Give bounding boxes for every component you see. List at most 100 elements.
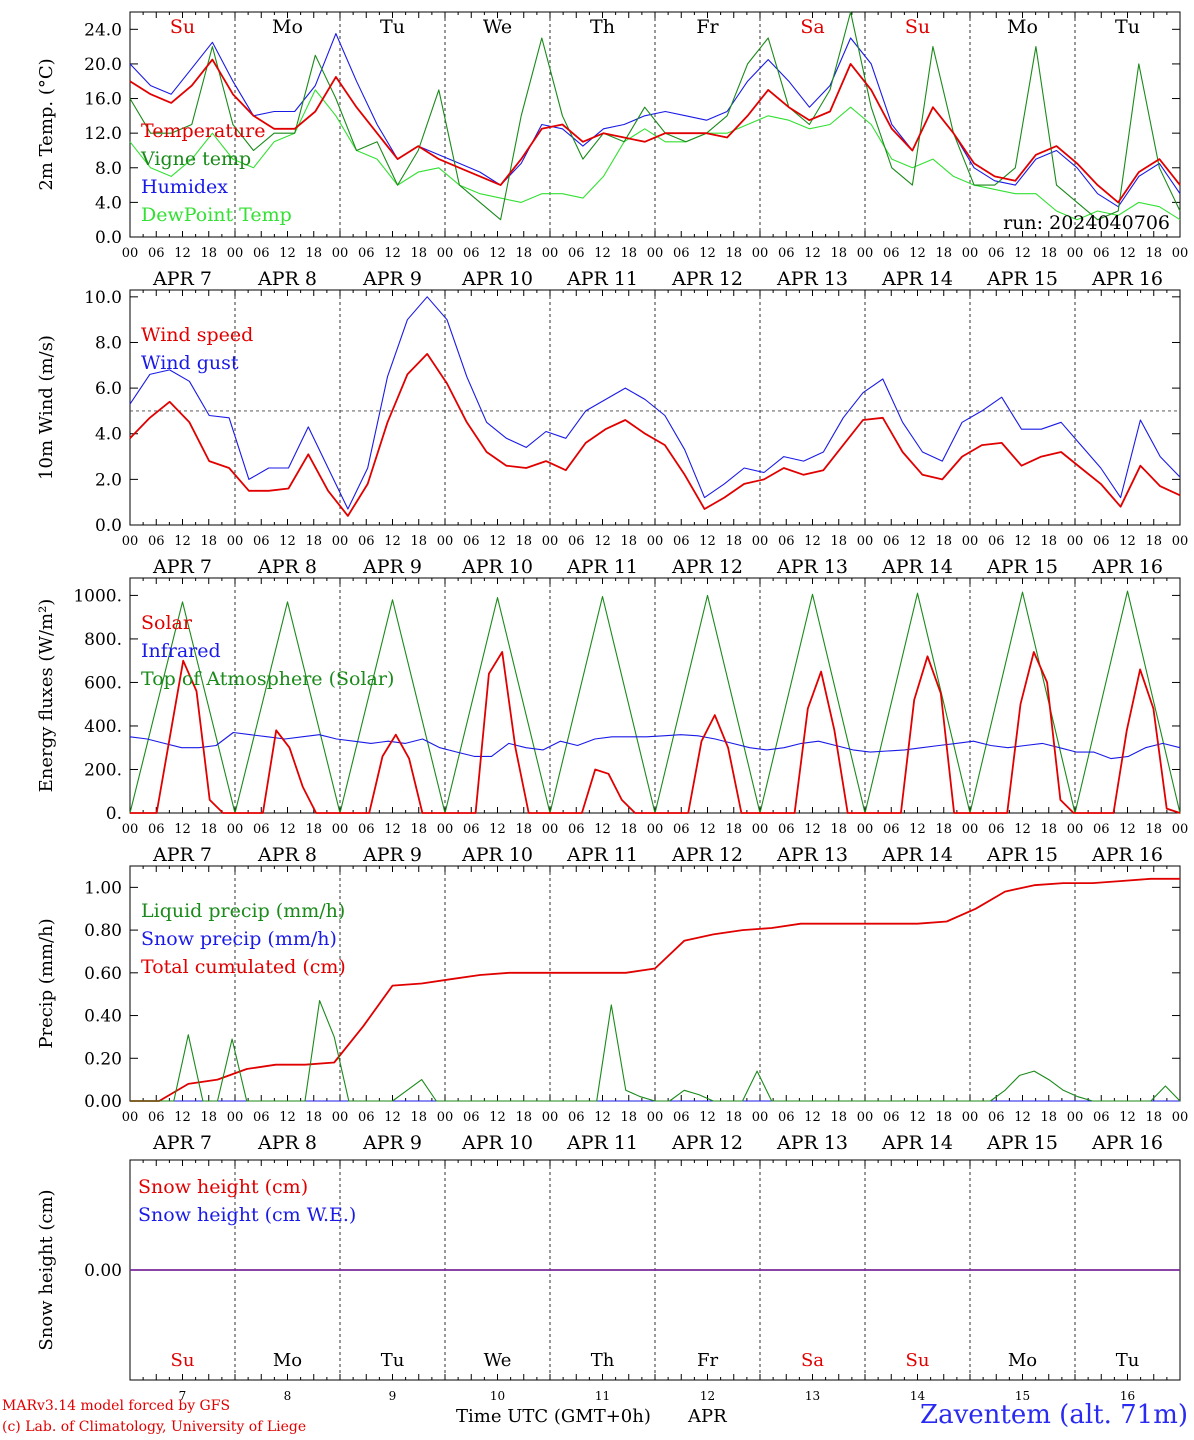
credit-line-1: MARv3.14 model forced by GFS (2, 1398, 231, 1414)
date-number: 9 (389, 1389, 397, 1403)
hour-label: 12 (1014, 534, 1031, 549)
hour-label: 00 (1067, 822, 1084, 837)
hour-label: 06 (148, 1110, 165, 1125)
hour-label: 18 (620, 246, 637, 261)
hour-label: 12 (909, 246, 926, 261)
hour-label: 00 (122, 822, 139, 837)
x-axis-month: APR (688, 1406, 727, 1427)
legend-entry: Infrared (141, 640, 221, 662)
hour-label: 00 (857, 1110, 874, 1125)
series-line-dewpoint-temp (129, 89, 1181, 221)
hour-label: 18 (725, 1110, 742, 1125)
hour-label: 12 (489, 246, 506, 261)
hour-label: 00 (962, 246, 979, 261)
legend-entry: Total cumulated (cm) (141, 956, 346, 978)
hour-label: 18 (620, 822, 637, 837)
hour-label: 12 (1014, 822, 1031, 837)
panel-3: 0. 200. 400. 600. 800. 1000. Energy fluxes (W/… (36, 577, 1189, 866)
y-tick-label: 0.80 (84, 921, 122, 941)
hour-label: 06 (358, 1110, 375, 1125)
hour-label: 06 (253, 534, 270, 549)
date-number: 8 (284, 1389, 292, 1403)
hour-label: 18 (305, 246, 322, 261)
hour-label: 00 (437, 246, 454, 261)
y-tick-label: 4.0 (95, 425, 122, 445)
weekday-label: Mo (273, 1350, 302, 1371)
date-label: APR 16 (1091, 268, 1163, 290)
series-line-solar (130, 651, 1181, 814)
hour-label: 00 (752, 534, 769, 549)
hour-label: 00 (542, 534, 559, 549)
date-label: APR 9 (362, 556, 422, 578)
weekday-label: Sa (801, 1350, 824, 1371)
hour-label: 12 (1119, 1110, 1136, 1125)
y-axis-title: 2m Temp. (°C) (36, 58, 57, 190)
legend-entry: Snow height (cm W.E.) (138, 1204, 356, 1226)
date-label: APR 8 (257, 268, 317, 290)
hour-label: 06 (988, 822, 1005, 837)
hour-label: 18 (1040, 534, 1057, 549)
hour-label: 12 (384, 246, 401, 261)
y-axis-title: 10m Wind (m/s) (36, 335, 57, 480)
hour-label: 06 (253, 822, 270, 837)
hour-label: 12 (1119, 246, 1136, 261)
date-label: APR 10 (461, 556, 533, 578)
series-line-wind-speed (129, 352, 1181, 517)
series-line-liquid-precip-mm-h- (130, 1000, 1181, 1102)
hour-label: 12 (1119, 534, 1136, 549)
hour-label: 12 (699, 1110, 716, 1125)
hour-label: 18 (1145, 822, 1162, 837)
date-number: 7 (179, 1389, 187, 1403)
weekday-label: Sa (800, 16, 824, 38)
date-number: 10 (490, 1389, 505, 1403)
hour-label: 18 (725, 246, 742, 261)
hour-label: 00 (437, 1110, 454, 1125)
hour-label: 00 (542, 822, 559, 837)
weekday-label: Mo (1007, 16, 1038, 38)
date-number: 12 (700, 1389, 715, 1403)
date-label: APR 13 (776, 268, 848, 290)
y-tick-label: 0.40 (84, 1007, 122, 1027)
hour-label: 06 (673, 534, 690, 549)
hour-label: 00 (752, 822, 769, 837)
hour-label: 00 (752, 1110, 769, 1125)
hour-label: 12 (279, 534, 296, 549)
hour-label: 18 (725, 822, 742, 837)
hour-label: 12 (279, 822, 296, 837)
hour-label: 06 (568, 534, 585, 549)
legend-entry: Humidex (141, 176, 228, 198)
hour-label: 00 (1172, 822, 1189, 837)
date-label: APR 14 (881, 1132, 953, 1154)
hour-label: 12 (909, 1110, 926, 1125)
date-label: APR 14 (881, 556, 953, 578)
hour-label: 18 (200, 1110, 217, 1125)
date-number: 11 (595, 1389, 610, 1403)
hour-label: 06 (463, 1110, 480, 1125)
hour-label: 06 (1093, 822, 1110, 837)
hour-label: 18 (200, 822, 217, 837)
date-label: APR 11 (566, 1132, 638, 1154)
hour-label: 00 (962, 534, 979, 549)
y-tick-label: 0.0 (95, 228, 122, 248)
hour-label: 06 (1093, 534, 1110, 549)
hour-label: 18 (620, 534, 637, 549)
hour-label: 12 (279, 246, 296, 261)
weekday-label: Mo (272, 16, 303, 38)
hour-label: 12 (804, 534, 821, 549)
weekday-label: Tu (1116, 1350, 1140, 1371)
hour-label: 06 (883, 1110, 900, 1125)
hour-label: 12 (594, 246, 611, 261)
legend-entry: Snow height (cm) (138, 1176, 308, 1198)
hour-label: 18 (620, 1110, 637, 1125)
date-label: APR 13 (776, 1132, 848, 1154)
date-label: APR 10 (461, 1132, 533, 1154)
date-label: APR 15 (986, 1132, 1058, 1154)
series-line-total-cumulated-cm- (130, 877, 1180, 1102)
hour-label: 12 (489, 822, 506, 837)
y-tick-label: 1.00 (84, 878, 122, 898)
hour-label: 18 (515, 246, 532, 261)
y-tick-label: 600. (84, 673, 122, 693)
hour-label: 00 (332, 1110, 349, 1125)
hour-label: 18 (200, 246, 217, 261)
